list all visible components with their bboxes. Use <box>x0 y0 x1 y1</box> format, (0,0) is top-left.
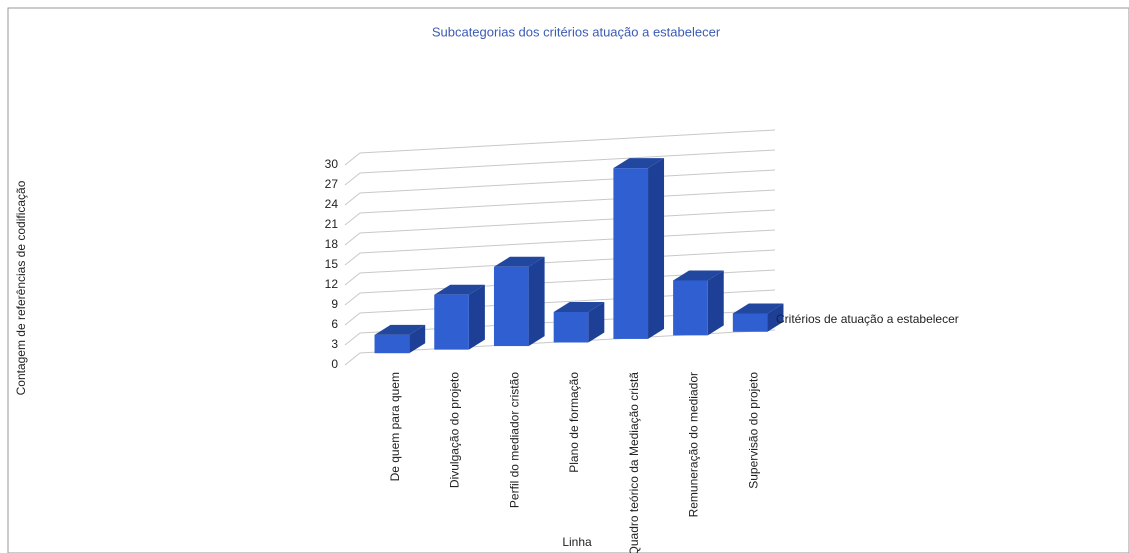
x-tick-label: Plano de formação <box>567 372 581 473</box>
y-tick-label: 12 <box>325 277 339 291</box>
y-tick-label: 9 <box>331 297 338 311</box>
y-tick-label: 27 <box>325 177 339 191</box>
bar-side <box>707 270 724 336</box>
bar-top <box>732 303 784 314</box>
bar <box>374 334 410 354</box>
chart-title: Subcategorias dos critérios atuação a es… <box>432 24 721 39</box>
x-axis-label: Linha <box>562 535 592 549</box>
x-tick-label: Perfil do mediador cristão <box>507 372 521 508</box>
y-tick-label: 21 <box>325 217 339 231</box>
series-label: Critérios de atuação a estabelecer <box>776 312 959 326</box>
bar-side <box>468 284 485 350</box>
bar-top <box>434 284 485 295</box>
grid-line <box>344 129 776 166</box>
y-tick-label: 15 <box>325 257 339 271</box>
x-tick-label: Remuneração do mediador <box>687 372 701 517</box>
grid-line <box>344 149 776 186</box>
bar-side <box>767 303 784 332</box>
x-tick-label: Supervisão do projeto <box>746 372 760 489</box>
y-tick-label: 6 <box>331 317 338 331</box>
bar-top <box>374 324 426 335</box>
bar <box>553 312 589 343</box>
bar <box>434 294 469 350</box>
frame <box>7 7 1129 553</box>
bar <box>732 313 768 332</box>
x-tick-label: Divulgação do projeto <box>448 372 462 488</box>
bar <box>493 266 529 347</box>
bar-side <box>409 324 426 354</box>
bar-side <box>528 256 545 347</box>
bar-top <box>673 270 724 281</box>
x-tick-label: Quadro teórico da Mediação cristã <box>627 372 641 553</box>
bar-top <box>613 158 665 169</box>
y-tick-label: 18 <box>325 237 339 251</box>
y-axis-label: Contagem de referências de codificação <box>14 180 28 395</box>
y-tick-label: 3 <box>331 337 338 351</box>
bar-top <box>553 302 605 312</box>
y-tick-label: 24 <box>325 197 339 211</box>
bar <box>613 168 649 339</box>
bar-top <box>493 256 545 267</box>
bar-side <box>588 302 605 343</box>
y-tick-label: 0 <box>331 357 338 371</box>
bar <box>673 280 708 336</box>
x-tick-label: De quem para quem <box>388 372 402 481</box>
y-tick-label: 30 <box>325 157 339 171</box>
bar-side <box>648 158 665 339</box>
